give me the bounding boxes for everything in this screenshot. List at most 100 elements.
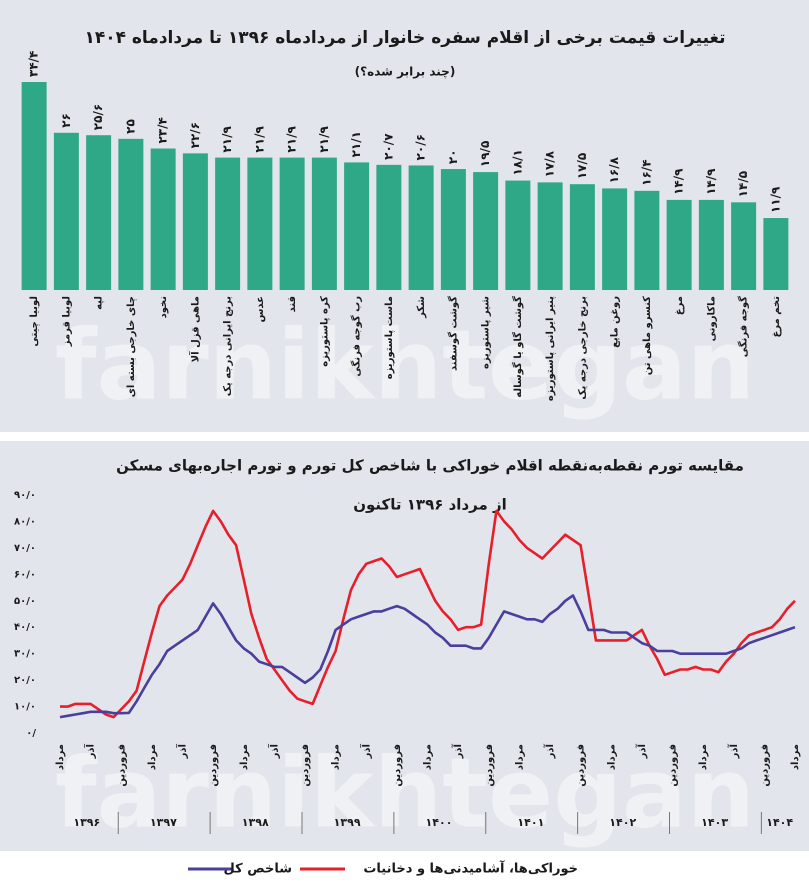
bar bbox=[247, 157, 273, 290]
x-group-label: ۱۳۹۹ bbox=[334, 816, 361, 829]
value-label: ۲۱/۹ bbox=[252, 126, 266, 153]
y-tick-label: ۸۰/۰ bbox=[14, 516, 36, 527]
chart-subtitle: از مرداد ۱۳۹۶ تاکنون bbox=[353, 496, 507, 514]
x-tick-label: فروردین bbox=[116, 744, 127, 787]
bar bbox=[408, 165, 434, 290]
bar bbox=[440, 169, 466, 290]
chart-subtitle: (چند برابر شده؟) bbox=[355, 65, 456, 79]
x-tick-label: آذر bbox=[84, 743, 97, 759]
category-label: عدس bbox=[255, 296, 266, 322]
bar bbox=[150, 148, 176, 290]
category-label: مرغ bbox=[674, 296, 685, 315]
x-group-label: ۱۳۹۶ bbox=[73, 816, 100, 829]
y-tick-label: ۵۰/۰ bbox=[14, 596, 36, 607]
y-tick-label: ۹۰/۰ bbox=[14, 490, 36, 501]
category-label: کره پاستوریزه bbox=[319, 296, 330, 367]
value-label: ۱۷/۵ bbox=[575, 153, 589, 179]
category-label: برنج ایرانی درجه یک bbox=[223, 296, 234, 396]
bar bbox=[505, 180, 531, 290]
x-tick-label: فروردین bbox=[576, 744, 587, 787]
x-tick-label: مرداد bbox=[239, 744, 250, 770]
value-label: ۱۴/۹ bbox=[704, 168, 718, 195]
y-tick-label: ۴۰/۰ bbox=[14, 622, 36, 633]
x-tick-label: آذر bbox=[359, 743, 372, 759]
value-label: ۲۱/۹ bbox=[285, 126, 299, 153]
value-label: ۲۱/۹ bbox=[317, 126, 331, 153]
value-label: ۱۴/۹ bbox=[672, 168, 686, 195]
value-label: ۲۰/۶ bbox=[414, 134, 428, 160]
x-tick-label: فروردین bbox=[759, 744, 770, 787]
category-label: رب گوجه فرنگی bbox=[350, 296, 363, 377]
bar bbox=[53, 132, 79, 290]
y-tick-label: ۷۰/۰ bbox=[14, 543, 36, 554]
bar bbox=[602, 188, 628, 290]
bar bbox=[731, 202, 757, 290]
value-label: ۱۹/۵ bbox=[478, 141, 492, 167]
chart-title: تغییرات قیمت برخی از اقلام سفره خانوار ا… bbox=[84, 28, 725, 48]
bar bbox=[376, 164, 402, 290]
category-label: قند bbox=[287, 296, 298, 312]
bar bbox=[473, 172, 499, 290]
bar bbox=[344, 162, 370, 290]
x-tick-label: فروردین bbox=[668, 744, 679, 787]
bar bbox=[763, 218, 789, 290]
x-group-label: ۱۴۰۲ bbox=[609, 816, 636, 829]
x-tick-label: مرداد bbox=[55, 744, 66, 770]
legend-label: خوراکی‌ها، آشامیدنی‌ها و دخانیات bbox=[363, 860, 578, 877]
x-tick-label: فروردین bbox=[392, 744, 403, 787]
category-label: شیر پاستوریزه bbox=[481, 296, 492, 369]
category-label: لپه bbox=[94, 296, 105, 310]
x-tick-label: مرداد bbox=[606, 744, 617, 770]
x-tick-label: مرداد bbox=[514, 744, 525, 770]
category-label: ماست پاستوریزه bbox=[384, 296, 395, 379]
x-group-label: ۱۴۰۳ bbox=[701, 816, 728, 829]
value-label: ۲۵/۶ bbox=[91, 104, 105, 130]
x-tick-label: آذر bbox=[635, 743, 648, 759]
category-label: کنسرو ماهی تن bbox=[642, 296, 653, 375]
value-label: ۲۰ bbox=[446, 149, 460, 164]
category-label: برنج خارجی درجه یک bbox=[577, 296, 588, 400]
value-label: ۳۴/۴ bbox=[27, 51, 41, 77]
category-label: ماهی قزل آلا bbox=[188, 296, 201, 362]
x-tick-label: آذر bbox=[267, 743, 280, 759]
category-label: چای خارجی بسته ای bbox=[126, 296, 137, 397]
legend-label: شاخص کل bbox=[224, 862, 292, 877]
category-label: ماکارونی bbox=[706, 296, 717, 341]
value-label: ۲۵ bbox=[123, 119, 137, 134]
category-label: نخود bbox=[158, 296, 169, 318]
x-tick-label: مرداد bbox=[423, 744, 434, 770]
value-label: ۲۱/۱ bbox=[349, 131, 363, 157]
x-tick-label: آذر bbox=[727, 743, 740, 759]
x-tick-label: فروردین bbox=[300, 744, 311, 787]
category-label: تخم مرغ bbox=[771, 296, 782, 338]
bar bbox=[279, 157, 305, 290]
x-tick-label: آذر bbox=[176, 743, 189, 759]
value-label: ۲۰/۷ bbox=[381, 133, 395, 160]
bar bbox=[537, 182, 563, 290]
bar bbox=[311, 157, 337, 290]
x-tick-label: مرداد bbox=[147, 744, 158, 770]
category-label: روغن مایع bbox=[610, 296, 621, 348]
x-group-label: ۱۳۹۷ bbox=[150, 816, 177, 829]
category-label: شکر bbox=[416, 296, 427, 319]
watermark: farnikhtegan bbox=[55, 309, 755, 421]
x-tick-label: آذر bbox=[543, 743, 556, 759]
value-label: ۱۱/۹ bbox=[768, 186, 782, 213]
series-line bbox=[60, 509, 796, 719]
x-tick-label: فروردین bbox=[208, 744, 219, 787]
bar bbox=[21, 82, 47, 290]
panel-bottom bbox=[0, 441, 809, 851]
x-tick-label: مرداد bbox=[698, 744, 709, 770]
bar bbox=[569, 184, 595, 290]
value-label: ۱۷/۸ bbox=[543, 150, 557, 177]
x-tick-label: فروردین bbox=[484, 744, 495, 787]
chart-title: مقایسه تورم نقطه‌به‌نقطه اقلام خوراکی با… bbox=[116, 457, 744, 475]
bar bbox=[215, 157, 241, 290]
bar bbox=[118, 138, 144, 290]
value-label: ۲۳/۴ bbox=[156, 117, 170, 143]
y-tick-label: ۱۰/۰ bbox=[14, 702, 36, 713]
value-label: ۱۸/۱ bbox=[510, 149, 524, 175]
category-label: گوشت گوسفند bbox=[446, 296, 459, 371]
category-label: گوشت گاو یا گوساله bbox=[511, 296, 524, 398]
